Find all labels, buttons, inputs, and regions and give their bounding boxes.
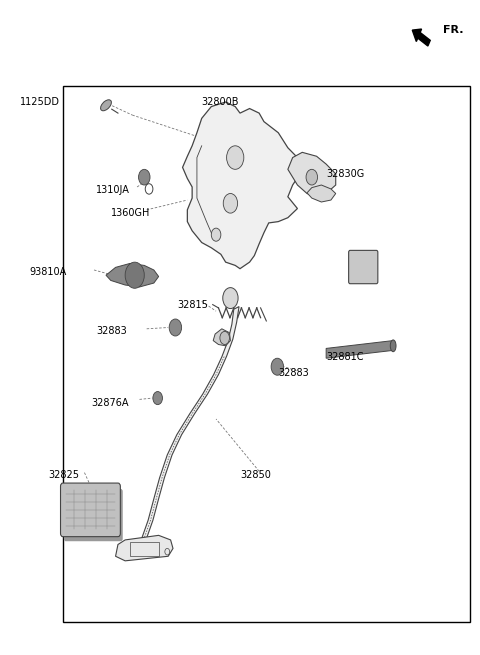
FancyArrow shape (412, 29, 430, 46)
Text: FR.: FR. (444, 25, 464, 35)
Text: 1310JA: 1310JA (96, 185, 130, 195)
Text: 32800B: 32800B (202, 97, 239, 107)
Bar (63, 86, 470, 622)
Polygon shape (326, 341, 393, 358)
Text: 32815: 32815 (178, 299, 209, 310)
Circle shape (125, 262, 144, 288)
Polygon shape (116, 535, 173, 561)
Text: 1360GH: 1360GH (111, 208, 150, 218)
Ellipse shape (390, 340, 396, 352)
Text: 32883: 32883 (96, 326, 127, 336)
Text: 32876A: 32876A (92, 398, 129, 407)
Text: 1125DD: 1125DD (20, 97, 60, 107)
Text: 32883: 32883 (278, 368, 309, 378)
Polygon shape (288, 153, 336, 196)
FancyBboxPatch shape (64, 489, 123, 541)
Circle shape (306, 170, 318, 185)
Polygon shape (307, 185, 336, 202)
Polygon shape (213, 329, 230, 346)
Circle shape (153, 392, 162, 405)
Circle shape (211, 228, 221, 241)
Polygon shape (182, 102, 302, 269)
Circle shape (223, 193, 238, 213)
Polygon shape (142, 307, 239, 538)
Polygon shape (106, 263, 158, 287)
Circle shape (271, 358, 284, 375)
FancyBboxPatch shape (348, 250, 378, 284)
Circle shape (223, 288, 238, 309)
Circle shape (169, 319, 181, 336)
Circle shape (227, 146, 244, 170)
Circle shape (139, 170, 150, 185)
Text: 93810A: 93810A (29, 267, 67, 277)
Text: 32881C: 32881C (326, 352, 364, 362)
Text: 32830G: 32830G (326, 169, 364, 179)
Ellipse shape (101, 100, 111, 111)
Circle shape (220, 331, 229, 345)
Text: 32825: 32825 (48, 470, 80, 479)
Text: 32850: 32850 (240, 470, 271, 479)
Bar (130, 542, 158, 556)
FancyBboxPatch shape (60, 483, 120, 536)
